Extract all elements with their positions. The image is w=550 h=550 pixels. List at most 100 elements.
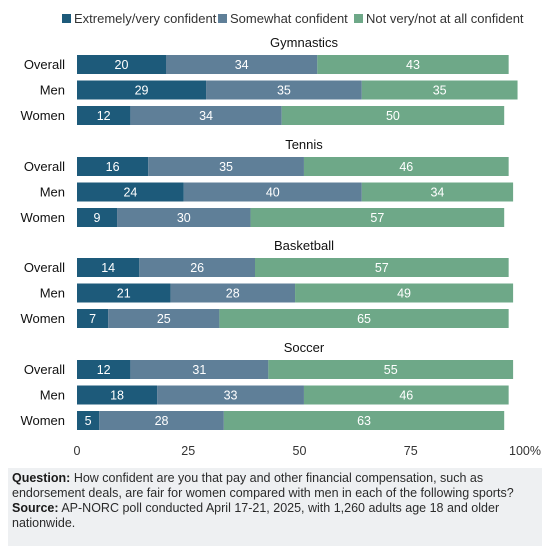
chart-legend: Extremely/very confident Somewhat confide…: [62, 11, 524, 26]
bar-segment: [303, 385, 509, 405]
bar-segment: [223, 411, 505, 430]
bar-segment: [295, 283, 514, 303]
bar-segment: [268, 360, 514, 379]
chart-footnote: Question: How confident are you that pay…: [8, 468, 542, 546]
bar-segment: [281, 106, 505, 125]
row-label: Men: [40, 286, 65, 301]
bar-segment: [77, 80, 207, 100]
bar-segment: [77, 411, 100, 430]
x-tick-label: 50: [293, 444, 307, 458]
bar-segment: [108, 309, 220, 328]
bar-value-label: 28: [155, 414, 169, 428]
bar-value-label: 57: [370, 211, 384, 225]
source-label: Source:: [12, 501, 59, 515]
row-label: Women: [20, 210, 65, 225]
bar-value-label: 49: [397, 287, 411, 301]
x-axis: 0 25 50 75 100%: [74, 444, 541, 458]
bar-segment: [130, 360, 269, 379]
row-label: Women: [20, 311, 65, 326]
bar-value-label: 46: [399, 160, 413, 174]
bar-value-label: 18: [110, 389, 124, 403]
legend-label: Somewhat confident: [230, 11, 348, 26]
chart-groups: Gymnastics Overall 20 34 43 Men 29 35 35 Women 12 3…: [20, 35, 518, 430]
bar-segment: [206, 80, 362, 100]
row-label: Men: [40, 388, 65, 403]
group-title: Basketball: [274, 238, 334, 253]
row-label: Overall: [24, 260, 65, 275]
bar-value-label: 29: [135, 84, 149, 98]
bar-value-label: 9: [94, 211, 101, 225]
bar-value-label: 26: [190, 261, 204, 275]
question-note: Question: How confident are you that pay…: [12, 471, 538, 501]
group-title: Soccer: [284, 340, 325, 355]
x-tick-label: 0: [74, 444, 81, 458]
row-label: Overall: [24, 159, 65, 174]
bar-value-label: 50: [386, 109, 400, 123]
bar-value-label: 24: [123, 186, 137, 200]
source-text: AP-NORC poll conducted April 17-21, 2025…: [12, 501, 500, 530]
bar-segment: [361, 80, 518, 100]
bar-segment: [99, 411, 224, 430]
legend-swatch: [354, 14, 363, 23]
bar-segment: [166, 55, 318, 74]
bar-segment: [77, 385, 158, 405]
bar-segment: [77, 55, 166, 74]
bar-value-label: 35: [433, 84, 447, 98]
bar-segment: [77, 157, 149, 176]
bar-value-label: 34: [199, 109, 213, 123]
group-title: Tennis: [285, 137, 323, 152]
bar-value-label: 40: [266, 186, 280, 200]
bar-segment: [117, 208, 251, 227]
bar-segment: [77, 283, 171, 303]
question-text: How confident are you that pay and other…: [12, 471, 514, 500]
bar-value-label: 43: [406, 58, 420, 72]
bar-value-label: 12: [97, 363, 111, 377]
legend-label: Extremely/very confident: [74, 11, 217, 26]
question-label: Question:: [12, 471, 71, 485]
bar-value-label: 35: [219, 160, 233, 174]
row-label: Women: [20, 413, 65, 428]
bar-segment: [157, 385, 304, 405]
bar-value-label: 5: [85, 414, 92, 428]
bar-value-label: 55: [384, 363, 398, 377]
x-tick-label: 100%: [509, 444, 541, 458]
bar-value-label: 31: [192, 363, 206, 377]
stacked-bar-chart: Extremely/very confident Somewhat confide…: [20, 11, 541, 458]
bar-segment: [148, 157, 304, 176]
bar-value-label: 34: [235, 58, 249, 72]
bar-value-label: 14: [101, 261, 115, 275]
x-tick-label: 25: [181, 444, 195, 458]
bar-segment: [170, 283, 296, 303]
group-title: Gymnastics: [270, 35, 338, 50]
bar-segment: [130, 106, 282, 125]
source-note: Source: AP-NORC poll conducted April 17-…: [12, 501, 538, 531]
row-label: Overall: [24, 362, 65, 377]
bar-segment: [183, 182, 362, 202]
bar-value-label: 46: [399, 389, 413, 403]
bar-value-label: 28: [226, 287, 240, 301]
bar-segment: [303, 157, 509, 176]
bar-value-label: 34: [430, 186, 444, 200]
bar-value-label: 12: [97, 109, 111, 123]
legend-swatch: [62, 14, 71, 23]
bar-value-label: 57: [375, 261, 389, 275]
bar-value-label: 65: [357, 312, 371, 326]
row-label: Men: [40, 185, 65, 200]
bar-segment: [361, 182, 514, 202]
bar-value-label: 21: [117, 287, 131, 301]
bar-value-label: 30: [177, 211, 191, 225]
bar-segment: [255, 258, 509, 277]
bar-value-label: 35: [277, 84, 291, 98]
bar-segment: [317, 55, 509, 74]
bar-segment: [250, 208, 505, 227]
bar-segment: [77, 208, 118, 227]
bar-value-label: 33: [224, 389, 238, 403]
row-label: Overall: [24, 57, 65, 72]
bar-segment: [77, 360, 131, 379]
bar-segment: [219, 309, 509, 328]
bar-segment: [77, 258, 140, 277]
bar-segment: [77, 182, 184, 202]
bar-value-label: 7: [89, 312, 96, 326]
bar-segment: [77, 106, 131, 125]
bar-value-label: 63: [357, 414, 371, 428]
